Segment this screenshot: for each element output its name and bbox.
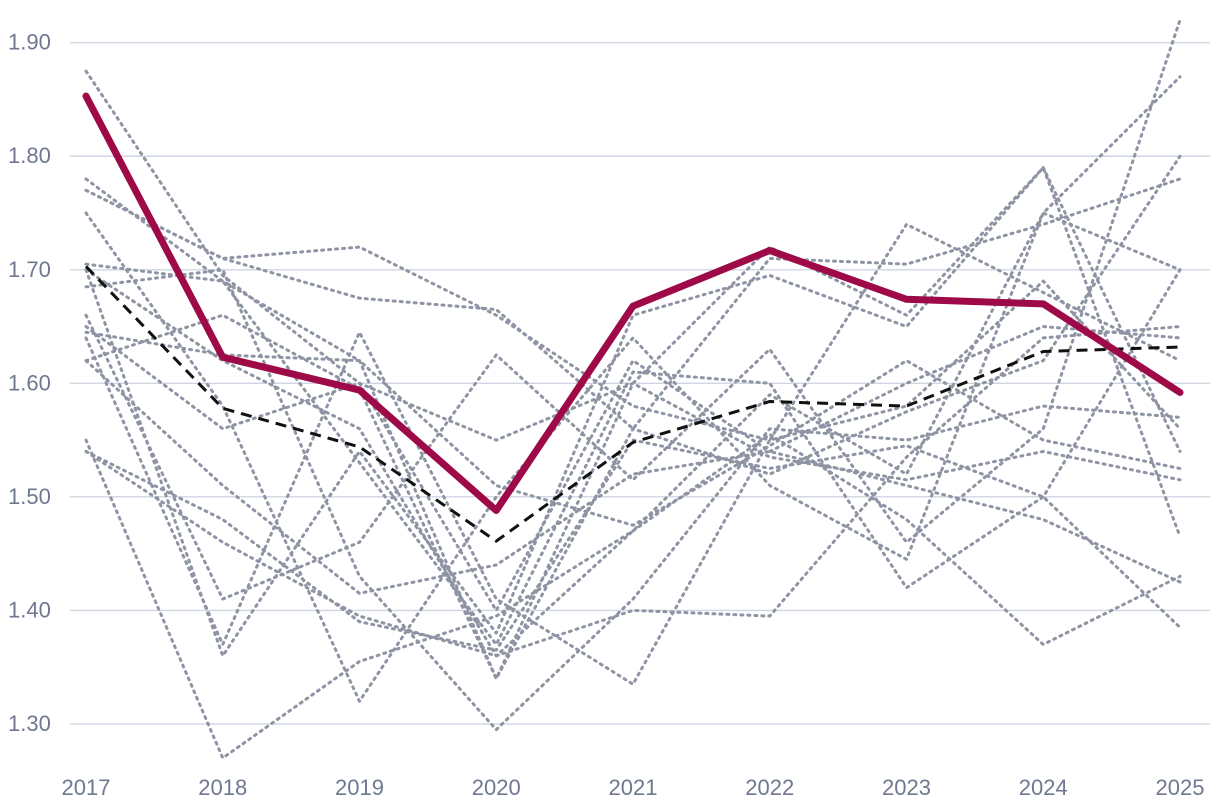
- background-series-line-15: [84, 438, 1182, 652]
- background-series-line-12: [84, 359, 1182, 595]
- background-series-line-3: [84, 188, 1182, 442]
- y-tick-label: 1.60: [8, 370, 51, 395]
- background-series-line-13: [84, 432, 1182, 760]
- background-series-line-16: [84, 154, 1182, 681]
- background-series-line-7: [84, 166, 1182, 658]
- background-series-line-4: [84, 177, 1182, 431]
- x-tick-label: 2021: [609, 775, 658, 800]
- y-tick-label: 1.30: [8, 711, 51, 736]
- x-tick-label: 2025: [1156, 775, 1205, 800]
- x-tick-label: 2017: [62, 775, 111, 800]
- y-tick-label: 1.40: [8, 597, 51, 622]
- tick-label-layer: 1.30 1.40 1.50 1.60 1.70 1.80 1.90 2017 2018 2019…: [8, 30, 1204, 800]
- x-tick-label: 2022: [745, 775, 794, 800]
- background-series-line-1: [84, 69, 1182, 482]
- grid-layer: [70, 42, 1210, 725]
- background-series-line-11: [84, 279, 1182, 686]
- background-series-line-9: [84, 18, 1182, 601]
- y-tick-label: 1.50: [8, 484, 51, 509]
- y-tick-label: 1.80: [8, 143, 51, 168]
- average-series-layer: [84, 265, 1181, 543]
- highlight-series-layer: [82, 92, 1184, 514]
- background-series-line-10: [84, 330, 1182, 527]
- y-tick-label: 1.70: [8, 257, 51, 282]
- x-tick-label: 2024: [1019, 775, 1068, 800]
- x-tick-label: 2018: [198, 775, 247, 800]
- background-series-layer: [84, 18, 1182, 760]
- highlight-series-line: [82, 92, 1184, 514]
- background-series-line-18: [84, 325, 1182, 612]
- background-series-line-6: [84, 262, 1182, 646]
- background-series-line-14: [84, 325, 1182, 658]
- background-series-line-2: [84, 166, 1182, 681]
- background-series-line-5: [84, 75, 1182, 703]
- x-tick-label: 2020: [472, 775, 521, 800]
- x-tick-label: 2023: [882, 775, 931, 800]
- y-tick-label: 1.90: [8, 30, 51, 55]
- x-tick-label: 2019: [335, 775, 384, 800]
- background-series-line-8: [84, 268, 1182, 732]
- average-series-line: [84, 265, 1181, 543]
